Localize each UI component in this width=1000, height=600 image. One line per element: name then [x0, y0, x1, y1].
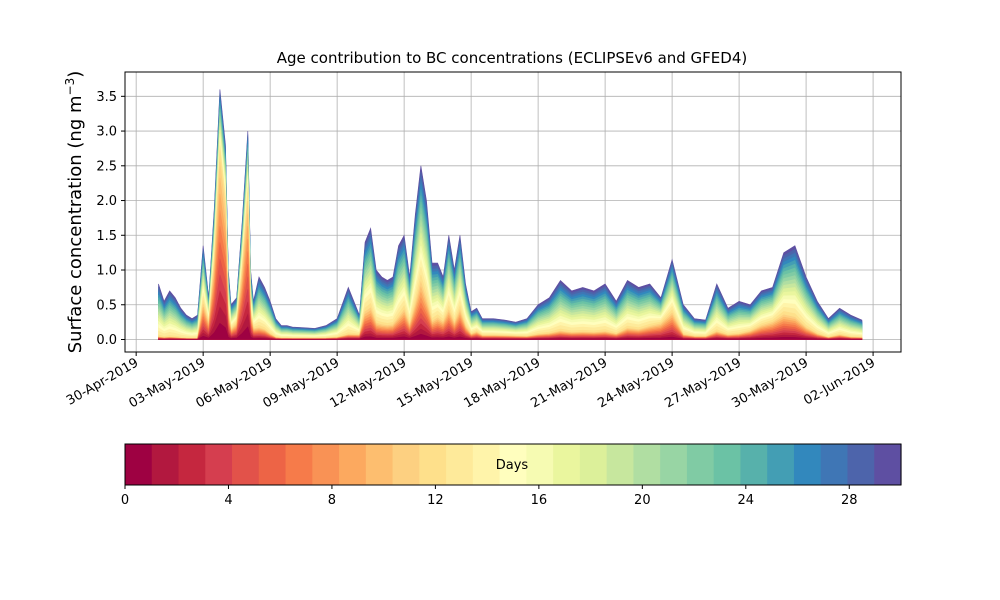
x-tick-label: 30-May-2019	[729, 355, 811, 411]
colorbar-swatch	[205, 444, 233, 485]
age-band-area	[158, 322, 863, 340]
colorbar-swatch	[553, 444, 581, 485]
colorbar-tick-label: 24	[738, 493, 755, 508]
colorbar-swatch	[793, 444, 822, 485]
colorbar-swatch	[633, 444, 661, 485]
colorbar-swatch	[392, 444, 420, 485]
stacked-area-series	[158, 89, 863, 340]
y-axis-label-close: )	[65, 71, 86, 78]
colorbar-swatch	[579, 444, 608, 485]
colorbar-swatch	[312, 444, 340, 485]
colorbar-swatch	[285, 444, 313, 485]
colorbar-swatch	[660, 444, 688, 485]
colorbar-swatch	[874, 444, 902, 485]
colorbar-swatch	[365, 444, 394, 485]
colorbar-tick-label: 0	[121, 493, 129, 508]
colorbar-swatch	[472, 444, 501, 485]
colorbar-swatch	[820, 444, 849, 485]
y-axis-label-exponent: −3	[63, 78, 77, 96]
y-axis-label: Surface concentration (ng m−3)	[63, 71, 86, 354]
colorbar-label: Days	[496, 458, 529, 473]
colorbar-frame	[124, 443, 902, 486]
colorbar-tick-label: 4	[224, 493, 232, 508]
colorbar-swatch	[499, 444, 527, 485]
colorbar-ticks: 0 4 8 12 16 20 24 28	[121, 485, 858, 508]
colorbar	[125, 444, 902, 485]
y-tick-label: 1.5	[96, 229, 117, 244]
y-tick-label: 0.0	[96, 333, 117, 348]
colorbar-swatch	[606, 444, 635, 485]
y-tick-label: 3.0	[96, 125, 117, 140]
colorbar-swatch	[151, 444, 180, 485]
colorbar-tick-label: 8	[328, 493, 336, 508]
colorbar-swatch	[686, 444, 715, 485]
colorbar-swatch	[339, 444, 367, 485]
colorbar-swatch	[446, 444, 474, 485]
x-axis-ticks: 30-Apr-201903-May-201906-May-201909-May-…	[64, 352, 878, 411]
grid-lines	[125, 72, 901, 352]
colorbar-tick-label: 16	[531, 493, 548, 508]
colorbar-swatch	[258, 444, 287, 485]
colorbar-swatch	[767, 444, 795, 485]
y-tick-label: 2.0	[96, 194, 117, 209]
y-tick-label: 3.5	[96, 90, 117, 105]
colorbar-swatch	[526, 444, 554, 485]
colorbar-swatch	[740, 444, 768, 485]
plot-frame	[124, 71, 902, 353]
y-axis-label-main: Surface concentration (ng m	[65, 95, 86, 353]
y-tick-label: 2.5	[96, 159, 117, 174]
y-tick-label: 1.0	[96, 264, 117, 279]
chart-title: Age contribution to BC concentrations (E…	[277, 49, 748, 67]
colorbar-tick-label: 12	[427, 493, 444, 508]
colorbar-tick-label: 28	[841, 493, 858, 508]
colorbar-swatch	[125, 444, 153, 485]
colorbar-swatch	[178, 444, 206, 485]
colorbar-swatch	[419, 444, 447, 485]
y-tick-label: 0.5	[96, 298, 117, 313]
colorbar-swatch	[847, 444, 875, 485]
colorbar-swatch	[232, 444, 260, 485]
colorbar-swatch	[713, 444, 742, 485]
colorbar-tick-label: 20	[634, 493, 651, 508]
x-tick-label: 02-Jun-2019	[801, 355, 878, 408]
y-axis-ticks: 0.0 0.5 1.0 1.5 2.0 2.5 3.0 3.5	[96, 90, 125, 348]
